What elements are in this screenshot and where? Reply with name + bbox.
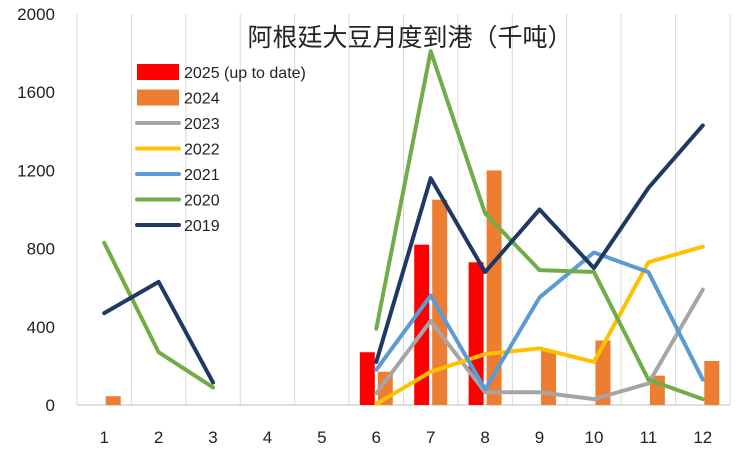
x-tick-label: 10 [584, 428, 603, 447]
legend-label: 2021 [184, 167, 220, 184]
x-tick-label: 8 [480, 428, 489, 447]
x-tick-label: 9 [535, 428, 544, 447]
bar [432, 199, 448, 405]
legend-label: 2024 [184, 91, 220, 108]
series-line [102, 240, 216, 390]
x-tick-label: 11 [640, 428, 658, 447]
x-tick-label: 4 [263, 428, 272, 447]
y-tick-label: 400 [27, 318, 55, 337]
bar [541, 350, 557, 405]
series-line [102, 279, 216, 385]
legend: 2025 (up to date) 2024 2023 2022 2021 2020 201… [135, 64, 306, 235]
y-axis: 0 400 800 1200 1600 2000 [17, 5, 55, 415]
bar [105, 396, 121, 405]
y-tick-label: 0 [46, 396, 55, 415]
x-axis: 1 2 3 4 5 6 7 8 9 10 11 12 [99, 428, 712, 447]
x-tick-label: 7 [426, 428, 435, 447]
legend-label: 2019 [184, 218, 220, 235]
chart-title: 阿根廷大豆月度到港（千吨） [247, 23, 572, 52]
x-tick-label: 6 [372, 428, 381, 447]
bar [595, 340, 611, 405]
legend-label: 2023 [184, 116, 220, 133]
legend-label: 2022 [184, 142, 220, 159]
bar [486, 170, 502, 405]
legend-label: 2025 (up to date) [184, 65, 306, 82]
x-tick-label: 1 [99, 428, 108, 447]
x-tick-label: 12 [693, 428, 712, 447]
legend-label: 2020 [184, 193, 220, 210]
bar [414, 244, 430, 405]
series-line [374, 49, 705, 402]
legend-swatch [137, 64, 179, 80]
series-line [374, 244, 705, 407]
x-tick-label: 5 [317, 428, 326, 447]
grid [76, 14, 731, 406]
bars [105, 170, 720, 405]
series-line [374, 123, 705, 364]
legend-swatch [137, 89, 179, 106]
bar [704, 361, 720, 405]
y-tick-label: 1200 [17, 161, 55, 180]
y-tick-label: 1600 [17, 83, 55, 102]
x-tick-label: 2 [154, 428, 163, 447]
x-tick-label: 3 [208, 428, 217, 447]
lines [102, 49, 705, 407]
series-line [374, 287, 705, 402]
series-line [374, 250, 705, 392]
y-tick-label: 800 [27, 240, 55, 259]
bar [359, 352, 375, 405]
y-tick-label: 2000 [17, 5, 55, 24]
